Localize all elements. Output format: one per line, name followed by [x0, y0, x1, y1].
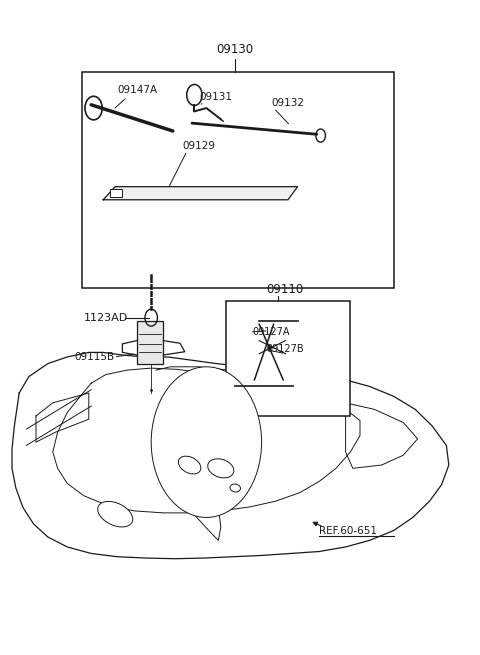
Text: 09147A: 09147A — [118, 85, 158, 95]
Bar — [110, 189, 122, 197]
Text: 09131: 09131 — [199, 92, 232, 102]
Ellipse shape — [97, 502, 133, 527]
Ellipse shape — [179, 456, 201, 474]
Text: 1123AD: 1123AD — [84, 312, 128, 323]
Ellipse shape — [230, 484, 240, 492]
Bar — [137, 321, 163, 364]
Bar — [226, 301, 350, 416]
Text: 09110: 09110 — [266, 283, 304, 296]
Polygon shape — [103, 187, 298, 200]
Ellipse shape — [208, 458, 234, 478]
Text: 09115B: 09115B — [74, 352, 115, 362]
Circle shape — [151, 367, 262, 517]
Text: 09132: 09132 — [271, 98, 304, 108]
Text: 09127A: 09127A — [252, 327, 289, 337]
Text: 09129: 09129 — [182, 141, 216, 151]
Text: REF.60-651: REF.60-651 — [319, 525, 377, 536]
Text: 09130: 09130 — [216, 43, 254, 56]
Text: 09127B: 09127B — [266, 344, 304, 354]
Bar — [82, 72, 394, 288]
